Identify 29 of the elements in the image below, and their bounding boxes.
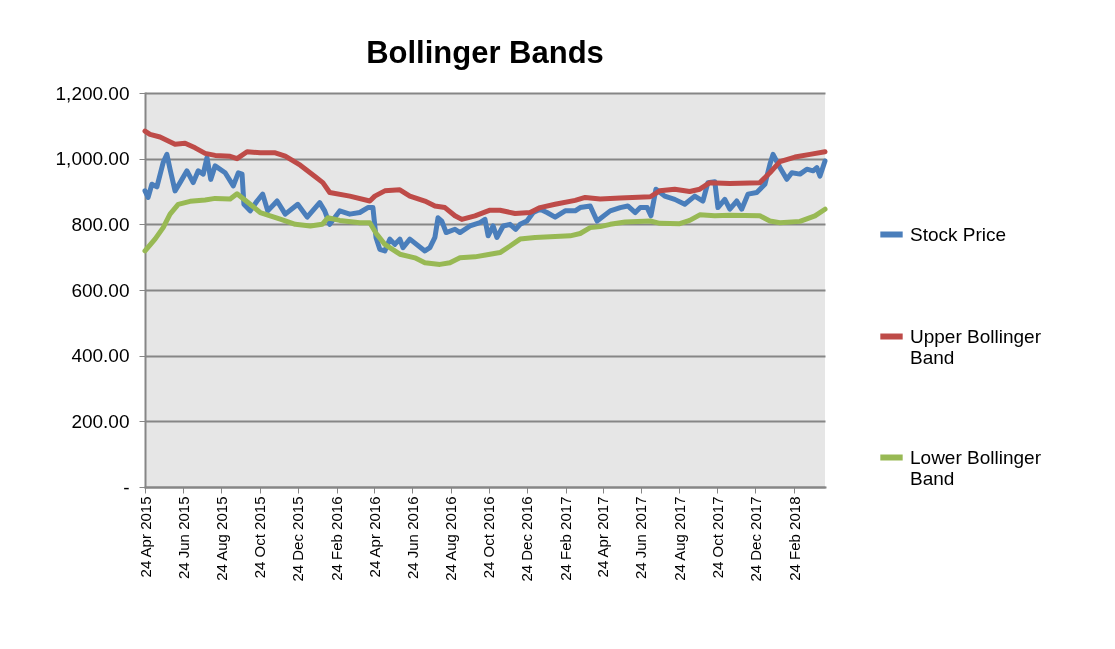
y-tick-label: 1,200.00 xyxy=(55,82,130,104)
y-tick-label: 400.00 xyxy=(71,345,130,367)
y-tick-label: - xyxy=(123,476,130,498)
x-tick-label: 24 Oct 2017 xyxy=(708,496,726,579)
y-tick-label: 1,000.00 xyxy=(55,148,130,170)
x-tick-label: 24 Apr 2017 xyxy=(594,496,612,578)
x-tick-label: 24 Feb 2016 xyxy=(328,496,346,581)
x-tick-label: 24 Aug 2016 xyxy=(442,496,460,581)
x-tick-label: 24 Oct 2015 xyxy=(251,496,269,579)
y-tick-label: 600.00 xyxy=(71,279,130,301)
legend-label: Upper Bollinger Band xyxy=(910,325,1042,368)
legend-label: Stock Price xyxy=(910,223,1007,245)
x-tick-label: 24 Aug 2017 xyxy=(670,496,688,581)
chart-title: Bollinger Bands xyxy=(366,35,604,70)
x-tick-label: 24 Oct 2016 xyxy=(480,496,498,579)
x-tick-label: 24 Feb 2018 xyxy=(785,496,803,581)
x-tick-label: 24 Jun 2016 xyxy=(403,496,421,580)
y-tick-label: 800.00 xyxy=(71,213,130,235)
x-tick-label: 24 Dec 2016 xyxy=(518,496,536,582)
x-tick-label: 24 Jun 2017 xyxy=(632,496,650,580)
x-tick-label: 24 Apr 2015 xyxy=(136,496,154,578)
x-tick-label: 24 Dec 2017 xyxy=(747,496,764,582)
x-tick-label: 24 Dec 2015 xyxy=(289,496,307,582)
x-tick-label: 24 Jun 2015 xyxy=(174,496,192,580)
x-tick-label: 24 Aug 2015 xyxy=(212,496,230,581)
y-tick-label: 200.00 xyxy=(71,410,130,432)
x-tick-label: 24 Apr 2016 xyxy=(365,496,383,578)
x-tick-label: 24 Feb 2017 xyxy=(557,496,575,581)
legend-label: Lower Bollinger Band xyxy=(910,446,1042,489)
